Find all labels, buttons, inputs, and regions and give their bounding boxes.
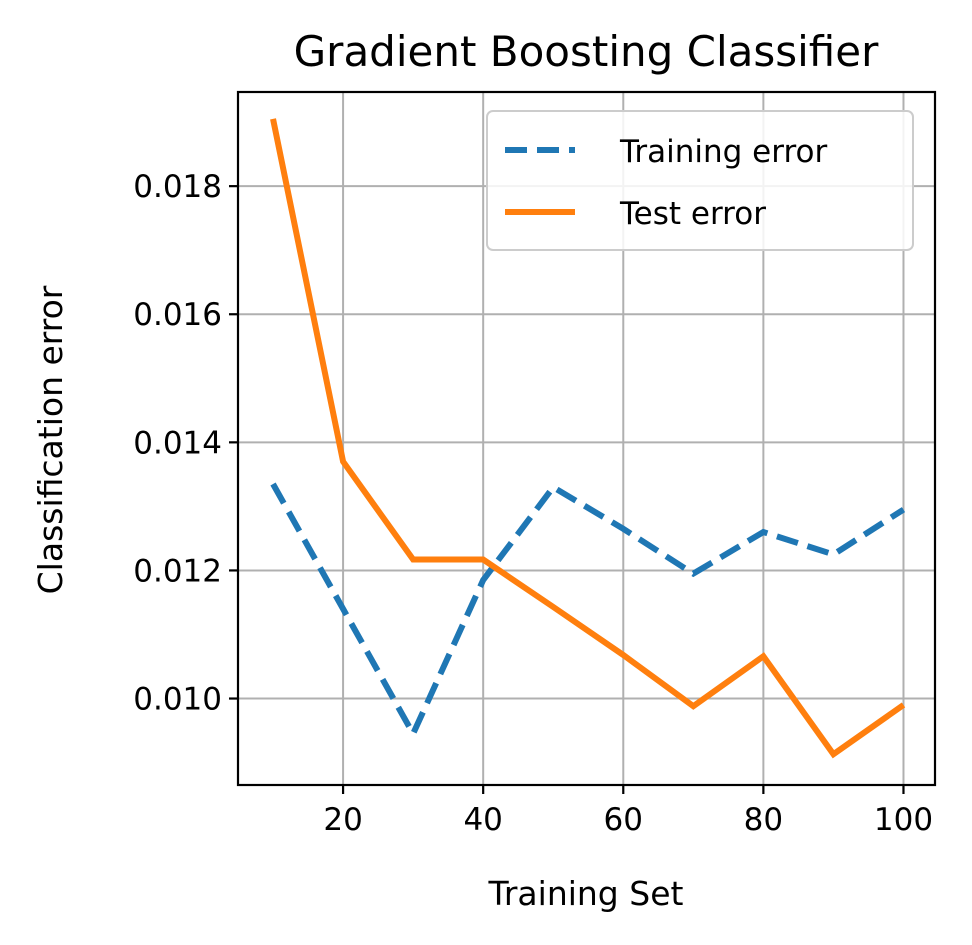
x-axis-label: Training Set (488, 874, 684, 913)
plot-frame (236, 90, 937, 787)
legend: Training error Test error (486, 110, 914, 251)
y-axis: 0.010 0.012 0.014 0.016 0.018 (133, 169, 238, 718)
x-axis: 20 40 60 80 100 (323, 785, 933, 838)
series-line-training-error (270, 482, 906, 741)
x-tick-label: 40 (463, 802, 502, 838)
y-tick-label: 0.010 (133, 682, 222, 718)
y-tick-label: 0.012 (133, 553, 222, 589)
y-tick-label: 0.018 (133, 169, 222, 205)
legend-label-test-error: Test error (619, 196, 766, 232)
x-tick-label: 100 (874, 802, 933, 838)
y-tick-label: 0.014 (133, 425, 222, 461)
x-tick-label: 80 (744, 802, 783, 838)
legend-box (486, 110, 914, 251)
y-axis-label: Classification error (31, 285, 70, 594)
x-tick-label: 60 (604, 802, 643, 838)
series-line-test-error (270, 118, 906, 759)
y-tick-label: 0.016 (133, 297, 222, 333)
legend-label-training-error: Training error (619, 134, 827, 170)
series-layer (270, 118, 906, 759)
chart-title: Gradient Boosting Classifier (294, 27, 879, 76)
x-tick-label: 20 (323, 802, 362, 838)
